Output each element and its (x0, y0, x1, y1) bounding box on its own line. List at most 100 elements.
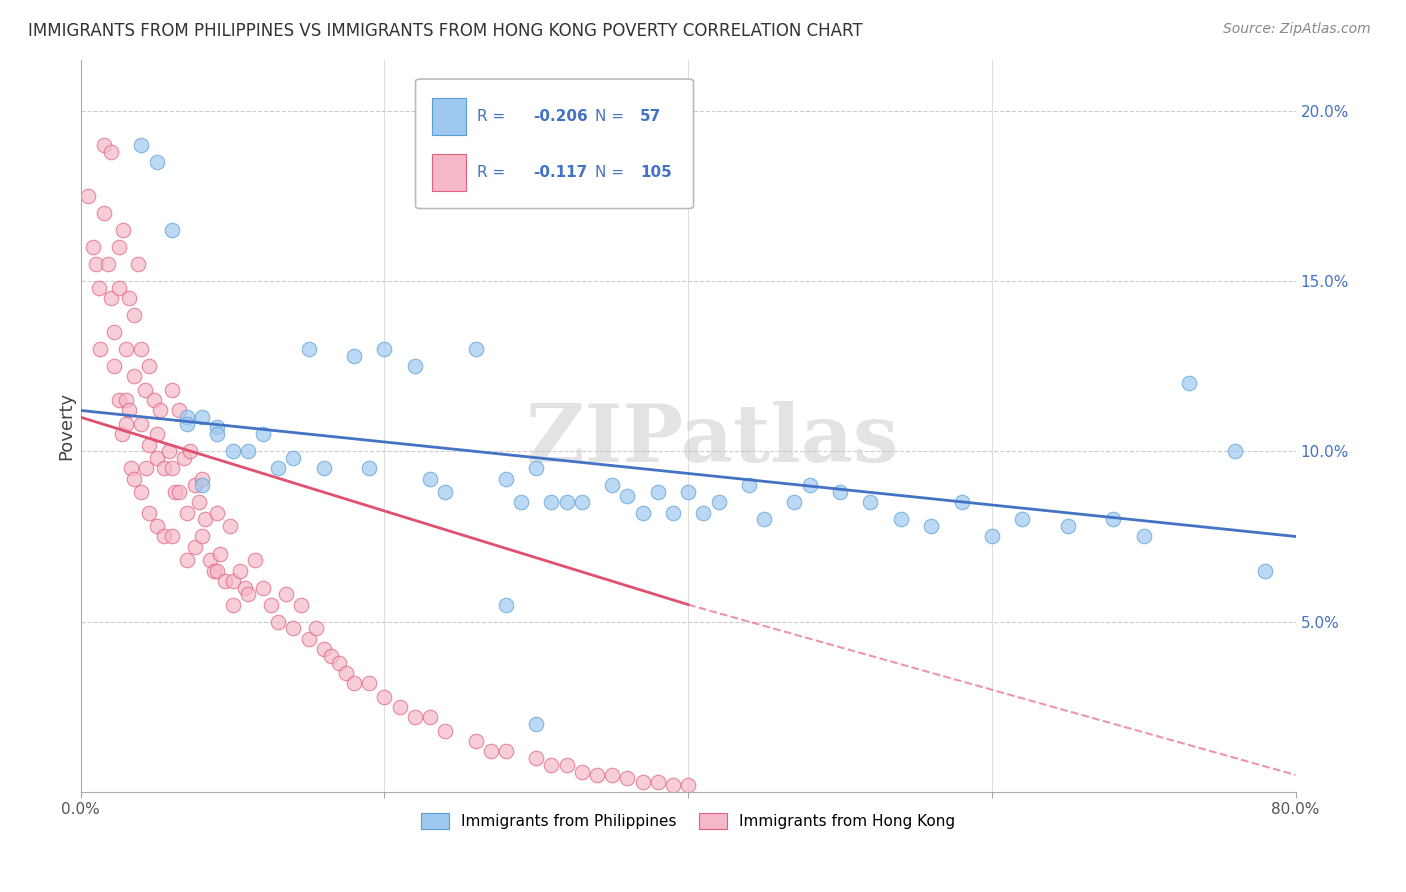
Point (176, 553, 198, 567)
Point (157, 444, 180, 458)
Point (647, 485, 669, 500)
Point (828, 485, 851, 500)
Point (890, 512, 912, 526)
Point (236, 444, 259, 458)
Point (127, 257, 149, 271)
Point (131, 137, 153, 152)
Point (524, 461, 547, 475)
Point (207, 427, 229, 442)
Point (267, 461, 290, 475)
Point (312, 641, 335, 656)
Point (107, 240, 129, 254)
Point (540, 757, 562, 772)
Point (419, 472, 441, 486)
Point (586, 768, 609, 782)
Point (1132, 529, 1154, 543)
Point (179, 444, 201, 458)
Point (202, 564, 225, 578)
Point (176, 417, 198, 431)
Point (93, 137, 115, 152)
Point (571, 764, 593, 779)
Point (1102, 512, 1125, 526)
Point (111, 427, 134, 442)
Point (312, 461, 335, 475)
Point (138, 437, 160, 451)
Point (176, 506, 198, 520)
Point (191, 410, 214, 425)
Point (524, 751, 547, 765)
Point (134, 383, 156, 397)
Point (600, 768, 623, 782)
Point (738, 478, 761, 492)
Point (434, 723, 457, 738)
Point (495, 744, 517, 758)
Point (859, 495, 882, 509)
Point (120, 461, 142, 475)
Point (153, 461, 176, 475)
Point (183, 478, 205, 492)
Point (163, 485, 186, 500)
Point (103, 359, 125, 374)
Point (647, 774, 669, 789)
Point (555, 495, 578, 509)
Point (122, 308, 145, 322)
Point (495, 598, 517, 612)
Point (1011, 512, 1033, 526)
Point (191, 478, 214, 492)
Point (89, 342, 111, 356)
Point (290, 598, 312, 612)
Point (145, 427, 167, 442)
Point (434, 485, 457, 500)
Point (540, 495, 562, 509)
Point (153, 529, 176, 543)
Point (107, 281, 129, 295)
Point (77, 189, 100, 203)
Point (707, 495, 730, 509)
Point (122, 472, 145, 486)
Point (131, 485, 153, 500)
Point (343, 349, 366, 363)
Point (112, 223, 135, 237)
Point (93, 206, 115, 220)
Point (297, 632, 319, 646)
Point (229, 564, 252, 578)
Point (404, 710, 426, 724)
Y-axis label: Poverty: Poverty (58, 392, 75, 460)
Point (160, 461, 183, 475)
Point (920, 519, 942, 533)
Point (97, 257, 120, 271)
Point (118, 403, 141, 417)
Point (1178, 376, 1201, 391)
Point (214, 574, 236, 588)
Point (283, 451, 305, 466)
Point (419, 710, 441, 724)
Point (169, 403, 191, 417)
Point (321, 648, 343, 663)
Point (783, 495, 806, 509)
Point (555, 757, 578, 772)
Point (571, 495, 593, 509)
Point (616, 772, 638, 786)
Point (1056, 519, 1078, 533)
Point (236, 587, 259, 601)
Point (662, 506, 685, 520)
Point (1223, 444, 1246, 458)
Point (252, 427, 274, 442)
Point (388, 699, 411, 714)
Point (138, 506, 160, 520)
Point (343, 676, 366, 690)
Point (616, 489, 638, 503)
Point (169, 485, 191, 500)
Point (283, 622, 305, 636)
Point (115, 417, 138, 431)
Point (631, 774, 654, 789)
Point (145, 451, 167, 466)
Point (100, 145, 122, 159)
Point (1254, 564, 1277, 578)
Point (464, 342, 486, 356)
Point (359, 461, 381, 475)
Point (373, 690, 395, 704)
Point (297, 342, 319, 356)
Point (218, 519, 240, 533)
Point (209, 547, 232, 561)
